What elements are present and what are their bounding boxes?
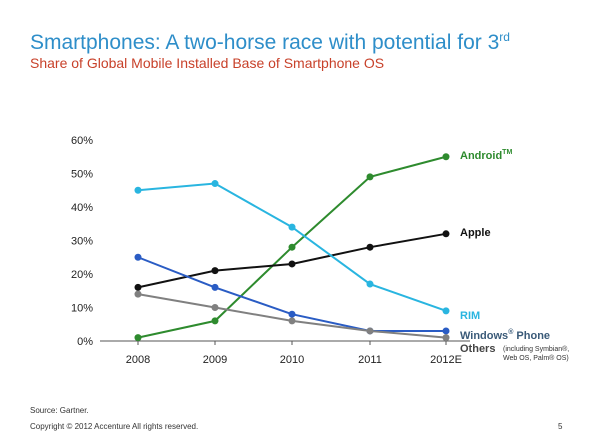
x-tick-label: 2008 bbox=[126, 354, 150, 366]
x-tick-label: 2010 bbox=[280, 354, 304, 366]
data-point-apple bbox=[442, 230, 450, 238]
data-point-rim bbox=[288, 223, 296, 231]
data-point-windows bbox=[442, 327, 450, 335]
data-point-rim bbox=[134, 186, 142, 194]
data-point-others bbox=[288, 317, 296, 325]
series-label-android: AndroidTM bbox=[460, 149, 512, 162]
data-point-android bbox=[211, 317, 219, 325]
data-point-windows bbox=[288, 310, 296, 318]
y-tick-label: 30% bbox=[71, 236, 93, 248]
page-number: 5 bbox=[558, 422, 563, 431]
y-tick-label: 10% bbox=[71, 303, 93, 315]
data-point-apple bbox=[366, 243, 374, 251]
others-note: (including Symbian®, bbox=[503, 345, 569, 353]
x-tick-label: 2009 bbox=[203, 354, 227, 366]
y-tick-label: 0% bbox=[77, 336, 93, 348]
copyright-note: Copyright © 2012 Accenture All rights re… bbox=[30, 422, 199, 431]
data-point-android bbox=[288, 243, 296, 251]
data-point-rim bbox=[442, 307, 450, 315]
series-label-windows: Windows® Phone bbox=[460, 328, 550, 342]
source-note: Source: Gartner. bbox=[30, 406, 89, 415]
page-title: Smartphones: A two-horse race with poten… bbox=[30, 30, 510, 54]
data-point-others bbox=[442, 334, 450, 342]
y-tick-label: 40% bbox=[71, 202, 93, 214]
data-point-rim bbox=[211, 180, 219, 188]
data-point-android bbox=[134, 334, 142, 342]
y-tick-label: 60% bbox=[71, 135, 93, 147]
y-tick-label: 20% bbox=[71, 269, 93, 281]
data-point-windows bbox=[211, 283, 219, 291]
others-note: Web OS, Palm® OS) bbox=[503, 354, 569, 362]
data-point-android bbox=[442, 153, 450, 161]
data-point-rim bbox=[366, 280, 374, 288]
data-point-others bbox=[211, 304, 219, 311]
x-tick-label: 2012E bbox=[430, 354, 462, 366]
data-point-android bbox=[366, 173, 374, 181]
chart-subtitle: Share of Global Mobile Installed Base of… bbox=[30, 55, 385, 71]
data-point-others bbox=[366, 327, 374, 335]
series-label-apple: Apple bbox=[460, 227, 491, 239]
x-tick-label: 2011 bbox=[358, 354, 382, 366]
y-tick-label: 50% bbox=[71, 169, 93, 181]
series-label-rim: RIM bbox=[460, 310, 480, 322]
series-label-others: Others bbox=[460, 343, 495, 355]
data-point-apple bbox=[211, 267, 219, 275]
data-point-windows bbox=[134, 253, 142, 261]
data-point-others bbox=[134, 290, 142, 298]
data-point-apple bbox=[288, 260, 296, 268]
data-point-apple bbox=[134, 283, 142, 291]
